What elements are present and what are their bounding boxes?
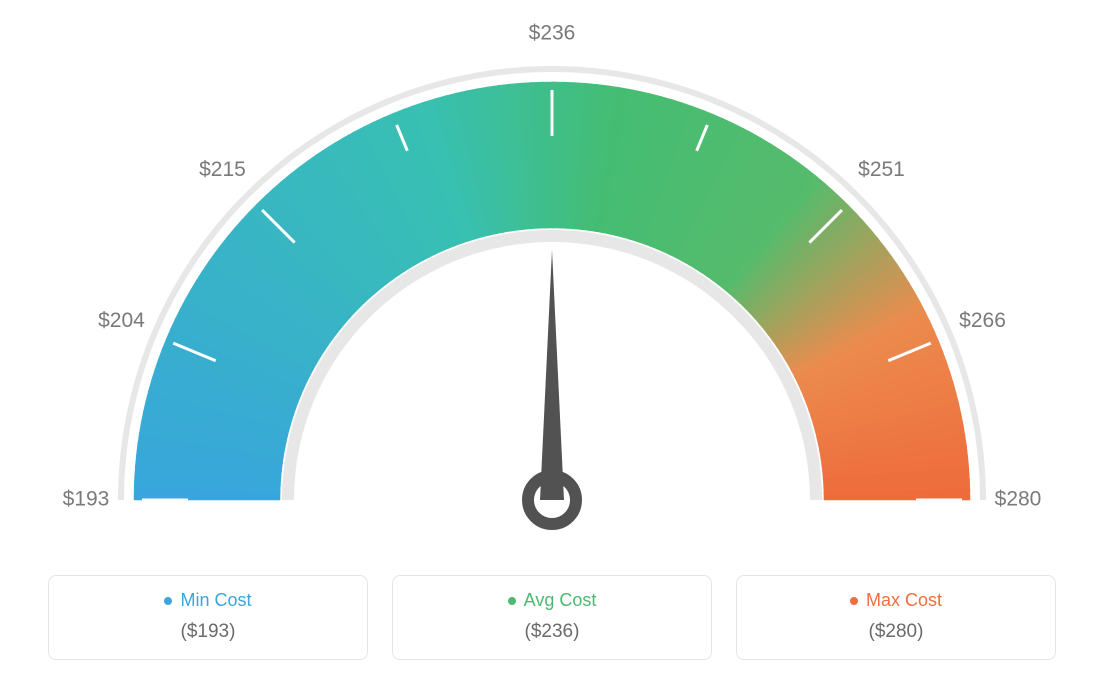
legend-card: Avg Cost ($236) <box>392 575 712 660</box>
legend-label-row: Min Cost <box>59 590 357 611</box>
cost-gauge-chart: $193 $204 $215 $236 $251 $266 $280 <box>0 0 1104 560</box>
tick-label: $236 <box>529 22 576 45</box>
gauge-needle <box>540 250 564 500</box>
tick-label: $280 <box>995 488 1042 511</box>
legend-row: Min Cost ($193) Avg Cost ($236) Max Cost ($28… <box>0 575 1104 660</box>
legend-value: ($280) <box>747 621 1045 643</box>
legend-label: Min Cost <box>180 590 251 611</box>
tick-label: $251 <box>858 158 905 181</box>
legend-card: Min Cost ($193) <box>48 575 368 660</box>
gauge-svg: $193 $204 $215 $236 $251 $266 $280 <box>0 0 1104 560</box>
legend-label-row: Avg Cost <box>403 590 701 611</box>
tick-label: $266 <box>959 309 1006 332</box>
tick-label: $193 <box>63 488 110 511</box>
legend-label: Max Cost <box>866 590 942 611</box>
legend-value: ($236) <box>403 621 701 643</box>
legend-value: ($193) <box>59 621 357 643</box>
legend-dot <box>164 597 172 605</box>
tick-label: $204 <box>98 309 145 332</box>
legend-label: Avg Cost <box>524 590 597 611</box>
legend-card: Max Cost ($280) <box>736 575 1056 660</box>
legend-dot <box>850 597 858 605</box>
tick-label: $215 <box>199 158 246 181</box>
legend-label-row: Max Cost <box>747 590 1045 611</box>
legend-dot <box>508 597 516 605</box>
